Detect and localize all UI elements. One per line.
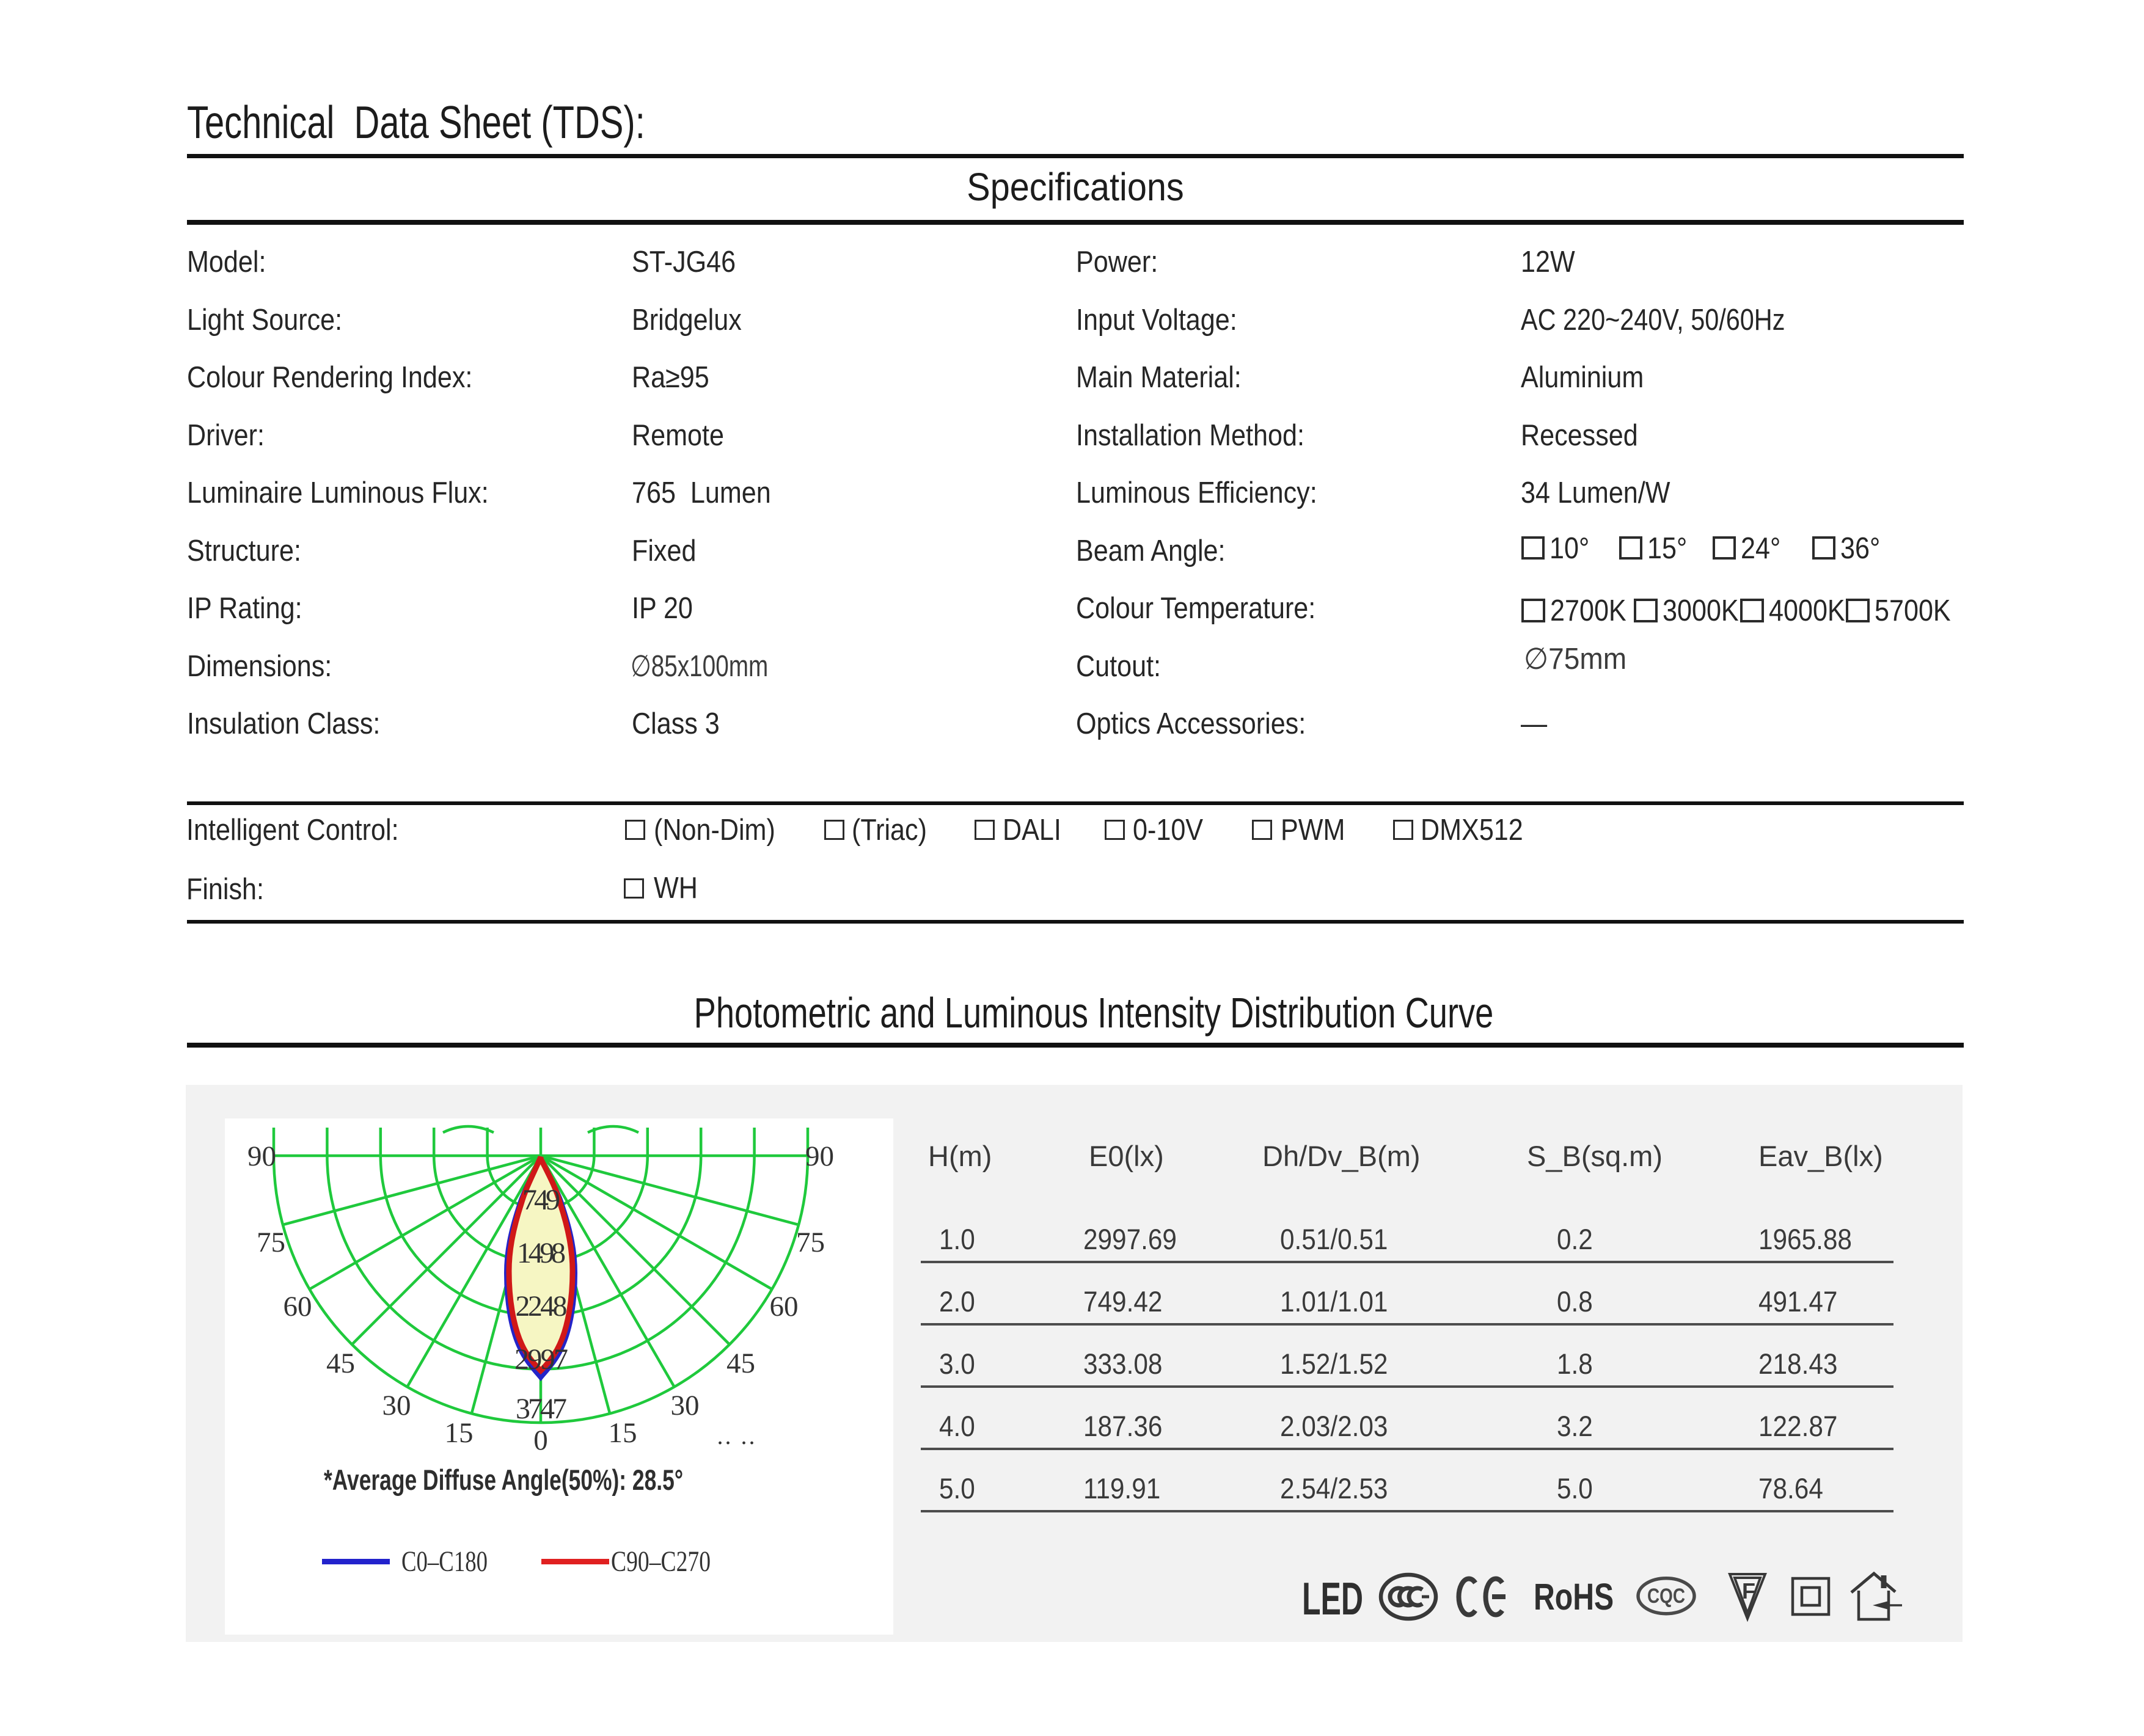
svg-text:90: 90 <box>247 1140 276 1172</box>
svg-text:2997: 2997 <box>514 1343 568 1376</box>
svg-text:C0–C180: C0–C180 <box>401 1545 488 1578</box>
svg-text:*Average Diffuse Angle(50%): 2: *Average Diffuse Angle(50%): 28.5° <box>324 1464 683 1496</box>
svg-text:C90–C270: C90–C270 <box>611 1545 711 1578</box>
svg-text:75: 75 <box>796 1227 825 1258</box>
svg-text:90: 90 <box>805 1140 834 1172</box>
svg-text:3747: 3747 <box>516 1393 567 1425</box>
svg-text:60: 60 <box>770 1291 799 1322</box>
svg-text:60: 60 <box>284 1291 312 1322</box>
svg-text:.. ..: .. .. <box>717 1422 757 1450</box>
svg-text:F: F <box>1742 1578 1755 1603</box>
svg-text:0: 0 <box>533 1424 548 1456</box>
svg-text:749: 749 <box>522 1184 560 1216</box>
svg-text:75: 75 <box>257 1227 285 1258</box>
svg-text:45: 45 <box>326 1348 355 1379</box>
svg-text:30: 30 <box>382 1390 411 1421</box>
svg-text:15: 15 <box>445 1417 474 1449</box>
svg-text:45: 45 <box>726 1348 755 1379</box>
svg-text:CQC: CQC <box>1647 1585 1685 1608</box>
svg-text:15: 15 <box>609 1417 637 1449</box>
svg-text:30: 30 <box>671 1390 700 1421</box>
svg-text:2248: 2248 <box>516 1290 568 1322</box>
svg-text:1498: 1498 <box>517 1237 566 1269</box>
